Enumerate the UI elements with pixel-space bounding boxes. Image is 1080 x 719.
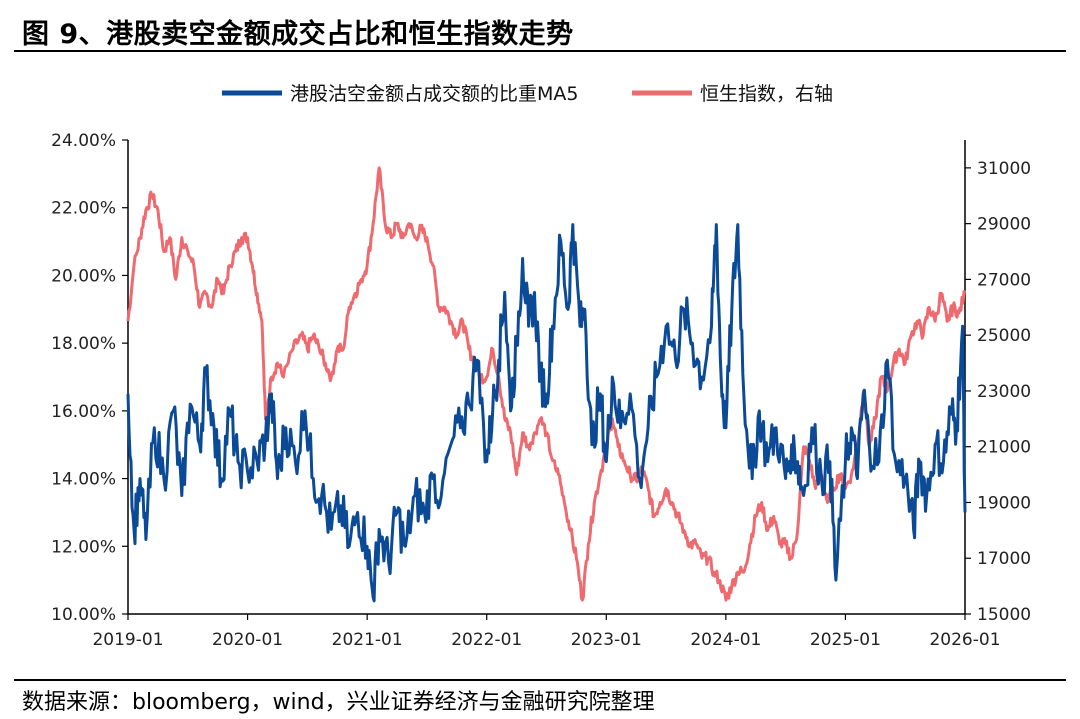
x-tick-label: 2022-01: [451, 630, 522, 650]
legend: 港股沽空金额占成交额的比重MA5 恒生指数，右轴: [222, 83, 833, 105]
x-tick-label: 2025-01: [810, 630, 881, 650]
legend-label-series1: 港股沽空金额占成交额的比重MA5: [290, 83, 578, 105]
left-tick-label: 16.00%: [51, 402, 116, 422]
right-tick-label: 21000: [977, 438, 1031, 458]
left-tick-label: 24.00%: [51, 131, 116, 151]
right-tick-label: 23000: [977, 382, 1031, 402]
left-tick-label: 20.00%: [51, 266, 116, 286]
left-tick-label: 12.00%: [51, 537, 116, 557]
right-tick-label: 19000: [977, 493, 1031, 513]
x-tick-label: 2026-01: [929, 630, 1000, 650]
right-tick-label: 27000: [977, 270, 1031, 290]
x-tick-label: 2024-01: [690, 630, 761, 650]
left-tick-label: 22.00%: [51, 199, 116, 219]
x-tick-label: 2020-01: [212, 630, 283, 650]
chart-title: 图 9、港股卖空金额成交占比和恒生指数走势: [22, 19, 574, 50]
source-divider: [14, 679, 1066, 681]
x-tick-label: 2021-01: [332, 630, 403, 650]
right-tick-label: 29000: [977, 215, 1031, 235]
title-divider: [14, 50, 1066, 52]
axes-layer: 24.00% 22.00% 20.00% 18.00% 16.00% 14.00% 12.0…: [51, 131, 1031, 650]
right-tick-label: 31000: [977, 159, 1031, 179]
right-tick-label: 25000: [977, 326, 1031, 346]
legend-label-series2: 恒生指数，右轴: [700, 83, 833, 105]
series-layer: [126, 166, 967, 603]
left-tick-label: 18.00%: [51, 334, 116, 354]
series-line-short-ratio: [126, 223, 967, 603]
x-tick-label: 2023-01: [571, 630, 642, 650]
left-tick-label: 10.00%: [51, 605, 116, 625]
left-tick-label: 14.00%: [51, 470, 116, 490]
right-tick-label: 17000: [977, 549, 1031, 569]
x-tick-label: 2019-01: [92, 630, 163, 650]
right-tick-label: 15000: [977, 605, 1031, 625]
source-note: 数据来源：bloomberg，wind，兴业证券经济与金融研究院整理: [22, 690, 655, 715]
